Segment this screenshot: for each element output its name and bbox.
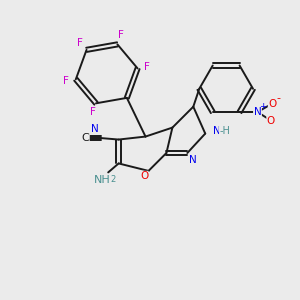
Text: N: N — [213, 126, 220, 136]
Text: 2: 2 — [111, 176, 116, 184]
Text: -H: -H — [219, 126, 230, 136]
Text: F: F — [144, 62, 150, 72]
Text: F: F — [118, 30, 124, 40]
Text: F: F — [77, 38, 83, 47]
Text: F: F — [64, 76, 69, 86]
Text: O: O — [267, 116, 275, 126]
Text: +: + — [259, 102, 267, 111]
Text: F: F — [90, 107, 96, 117]
Text: N: N — [189, 155, 197, 166]
Text: N: N — [91, 124, 99, 134]
Text: C: C — [81, 133, 89, 143]
Text: NH: NH — [94, 175, 111, 185]
Text: N: N — [254, 107, 261, 117]
Text: O: O — [268, 99, 277, 109]
Text: O: O — [140, 171, 148, 181]
Text: -: - — [276, 93, 280, 103]
